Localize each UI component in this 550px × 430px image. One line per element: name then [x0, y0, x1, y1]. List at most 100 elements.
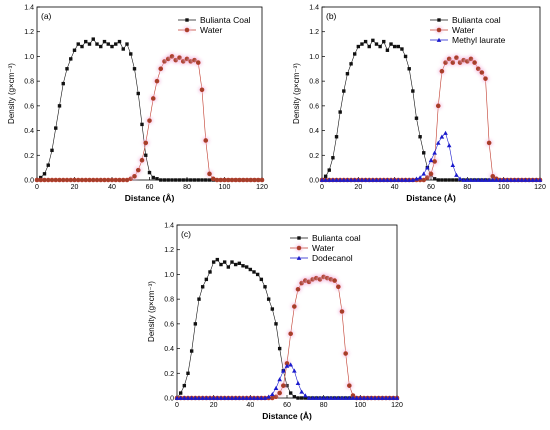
- data-point: [237, 395, 242, 400]
- data-point: [372, 395, 378, 400]
- data-point: [370, 177, 376, 182]
- x-tick-label: 40: [108, 184, 116, 191]
- legend-entry: Dodecanol: [312, 253, 353, 263]
- data-point: [530, 177, 536, 182]
- data-point: [417, 175, 423, 180]
- data-point: [143, 140, 149, 146]
- data-point: [159, 178, 163, 182]
- data-point: [381, 177, 387, 182]
- data-point: [363, 177, 368, 182]
- data-point: [182, 395, 187, 400]
- data-point: [178, 395, 183, 400]
- data-point: [57, 104, 62, 108]
- data-point: [334, 177, 339, 182]
- data-point: [486, 177, 492, 182]
- y-tick-label: 0.4: [24, 128, 34, 135]
- legend-marker: [297, 236, 301, 240]
- x-tick-label: 80: [463, 184, 471, 191]
- data-point: [259, 395, 264, 400]
- data-point: [244, 265, 249, 269]
- legend-entry: Water: [452, 25, 475, 35]
- y-tick-label: 0.6: [24, 103, 34, 110]
- x-tick-label: 60: [283, 402, 291, 409]
- data-point: [84, 39, 88, 44]
- data-point: [403, 54, 408, 59]
- data-point: [330, 177, 336, 182]
- data-point: [189, 178, 193, 182]
- data-point: [354, 395, 359, 400]
- data-point: [147, 118, 152, 123]
- legend-marker: [437, 18, 441, 22]
- data-point: [114, 42, 118, 46]
- data-point: [450, 162, 456, 168]
- data-point: [177, 55, 182, 60]
- data-point: [331, 156, 335, 160]
- data-point: [403, 177, 408, 182]
- data-point: [425, 165, 430, 170]
- data-point: [273, 394, 279, 400]
- legend-entry: Bulianta Coal: [200, 15, 251, 25]
- y-tick-label: 1.2: [309, 29, 319, 36]
- data-point: [248, 177, 254, 183]
- data-point: [451, 178, 455, 182]
- data-point: [378, 44, 382, 49]
- data-point: [207, 395, 213, 400]
- data-point: [197, 297, 201, 301]
- data-point: [358, 395, 363, 400]
- data-point: [219, 262, 223, 267]
- data-point: [389, 42, 393, 46]
- data-point: [285, 383, 289, 388]
- data-point: [336, 395, 341, 400]
- data-point: [334, 135, 339, 139]
- data-point: [64, 177, 70, 183]
- data-point: [385, 48, 390, 52]
- data-point: [79, 177, 85, 183]
- data-point: [263, 285, 267, 289]
- series-water: [174, 273, 400, 401]
- x-tick-label: 100: [219, 184, 231, 191]
- data-point: [132, 173, 137, 179]
- data-point: [394, 395, 400, 400]
- data-point: [210, 176, 216, 182]
- data-point: [259, 177, 265, 183]
- data-point: [422, 151, 426, 155]
- data-point: [102, 39, 107, 44]
- data-point: [347, 383, 352, 388]
- data-point: [385, 177, 390, 182]
- data-point: [105, 177, 111, 183]
- data-point: [222, 260, 227, 264]
- y-tick-label: 0.0: [164, 396, 174, 403]
- data-point: [454, 178, 459, 182]
- data-point: [512, 177, 517, 182]
- data-point: [186, 371, 190, 375]
- series-line: [176, 259, 397, 399]
- data-point: [515, 177, 521, 182]
- data-point: [345, 72, 350, 76]
- data-point: [526, 177, 532, 182]
- data-point: [98, 177, 104, 183]
- data-point: [483, 76, 488, 81]
- data-point: [174, 395, 180, 400]
- data-point: [199, 87, 205, 93]
- data-point: [49, 177, 55, 183]
- data-point: [65, 67, 69, 71]
- data-point: [508, 177, 514, 182]
- data-point: [266, 394, 271, 399]
- data-point: [292, 304, 297, 309]
- data-point: [347, 395, 352, 400]
- data-point: [233, 177, 239, 183]
- data-point: [240, 177, 246, 183]
- data-point: [266, 297, 271, 301]
- data-point: [106, 42, 110, 46]
- series-bulianta-coal: [35, 37, 264, 182]
- series-line: [177, 276, 397, 399]
- data-point: [475, 177, 481, 182]
- data-point: [233, 262, 238, 267]
- data-point: [215, 395, 220, 400]
- data-point: [170, 178, 174, 182]
- legend-marker: [296, 245, 302, 251]
- data-point: [87, 177, 92, 183]
- data-point: [140, 122, 144, 127]
- data-point: [154, 78, 160, 84]
